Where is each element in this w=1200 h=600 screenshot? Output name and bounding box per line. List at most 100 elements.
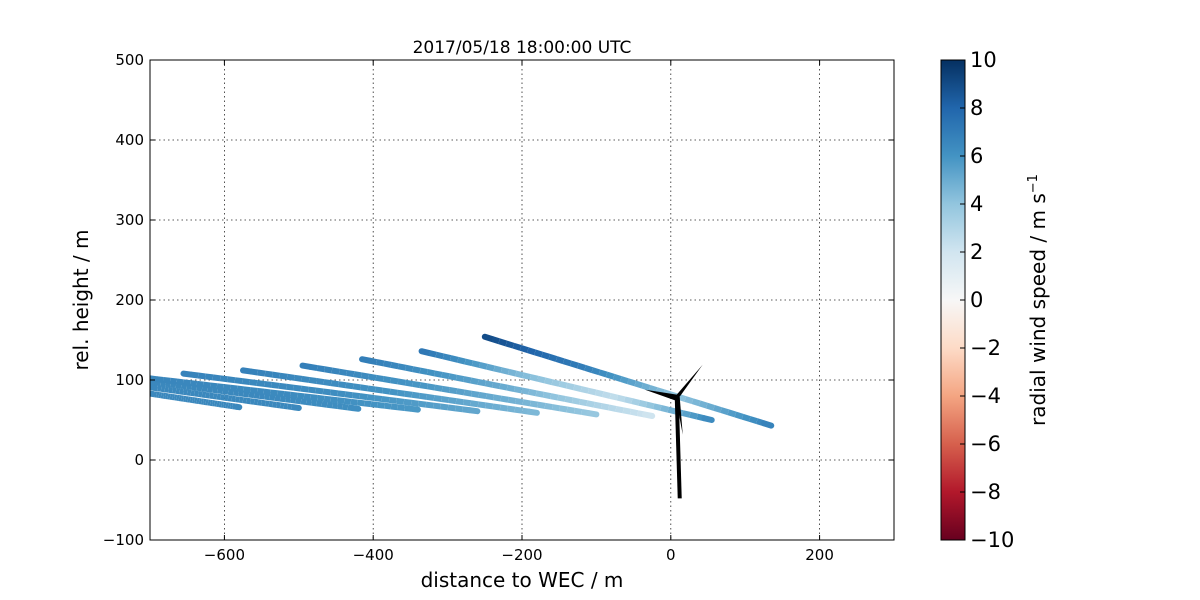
series-segment [616, 394, 626, 403]
colorbar-label: radial wind speed / m s−1 [1026, 174, 1050, 426]
series-segment [397, 378, 406, 386]
series-segment [580, 386, 590, 394]
x-tick-label: −200 [501, 546, 542, 564]
series-line-7 [299, 362, 600, 418]
series-segment [655, 387, 665, 396]
series-segment [360, 384, 369, 392]
series-segment [448, 387, 458, 395]
series-segment [440, 403, 449, 411]
series-segment [573, 384, 582, 392]
series-line-6 [240, 367, 540, 416]
series-segment [227, 395, 233, 402]
colorbar-label-text: radial wind speed / m s [1026, 193, 1050, 426]
series-segment [500, 367, 510, 375]
series-segment [241, 378, 250, 386]
series-segment [253, 398, 259, 406]
series-segment [338, 368, 348, 376]
series-segment [290, 396, 297, 404]
series-segment [507, 396, 517, 404]
series-segment [227, 388, 234, 396]
series-segment [435, 351, 445, 360]
series-segment [300, 385, 309, 393]
series-segment [559, 405, 568, 413]
series-segment [194, 390, 199, 397]
series-segment [544, 377, 553, 386]
series-segment [346, 369, 355, 378]
series-segment [741, 413, 751, 422]
series-segment [150, 378, 159, 386]
series-segment [492, 381, 501, 390]
series-segment [368, 357, 378, 365]
series-segment [160, 385, 166, 393]
series-segment [305, 399, 312, 406]
series-segment [322, 388, 331, 396]
series-segment [337, 397, 345, 404]
series-segment [419, 367, 428, 375]
series-segment [338, 381, 347, 389]
series-segment [283, 391, 291, 398]
grid-lines [150, 60, 894, 540]
series-segment [169, 377, 178, 385]
series-segment [278, 382, 287, 390]
series-segment [301, 375, 310, 383]
series-segment [303, 393, 312, 401]
series-segment [470, 377, 479, 385]
series-segment [227, 376, 236, 384]
series-segment [586, 400, 595, 408]
series-segment [404, 379, 414, 387]
series-segment [153, 384, 158, 392]
series-segment [368, 373, 377, 381]
series-segment [619, 376, 629, 385]
series-segment [544, 402, 553, 411]
series-segment [470, 400, 479, 408]
series-segment [660, 405, 669, 413]
series-segment [292, 404, 302, 411]
series-segment [551, 379, 561, 387]
series-segment [564, 396, 573, 404]
series-segment [268, 400, 274, 408]
series-segment [440, 396, 450, 404]
colorbar-tick-label: 2 [970, 240, 983, 264]
series-segment [248, 391, 255, 399]
series-segment [331, 367, 340, 375]
series-line-10 [481, 333, 775, 429]
series-segment [279, 395, 286, 403]
series-segment [569, 360, 579, 369]
series-segment [493, 394, 502, 402]
series-segment [418, 392, 428, 400]
series-segment [231, 395, 236, 403]
series-segment [350, 398, 358, 406]
series-segment [541, 351, 551, 360]
series-segment [316, 365, 326, 373]
series-segment [449, 355, 459, 363]
y-axis-ticks: −100 0 100 200 300 400 500 [103, 51, 894, 549]
series-segment [622, 407, 632, 415]
colorbar-tick-label: 10 [970, 48, 997, 72]
series-segment [217, 387, 224, 395]
series-segment [272, 401, 277, 408]
series-line-2 [150, 384, 302, 411]
series-segment [377, 401, 385, 409]
series-segment [548, 353, 558, 362]
series-segment [258, 392, 265, 400]
series-segment [164, 386, 170, 393]
chart-title: 2017/05/18 18:00:00 UTC [413, 38, 632, 58]
y-tick-label: −100 [103, 531, 144, 549]
series-segment [565, 382, 575, 391]
series-segment [594, 389, 604, 398]
series-segment [296, 392, 305, 400]
series-segment [609, 393, 619, 401]
series-segment [246, 397, 251, 405]
series-segment [689, 411, 698, 420]
series-segment [648, 384, 658, 393]
series-segment [363, 400, 372, 408]
series-segment [641, 411, 656, 419]
series-segment [587, 387, 597, 396]
series-segment [698, 400, 708, 409]
series-segment [350, 405, 362, 412]
series-segment [535, 390, 544, 398]
series-segment [209, 382, 218, 390]
series-segment [326, 401, 333, 409]
series-segment [631, 398, 640, 406]
series-segment [212, 393, 218, 400]
